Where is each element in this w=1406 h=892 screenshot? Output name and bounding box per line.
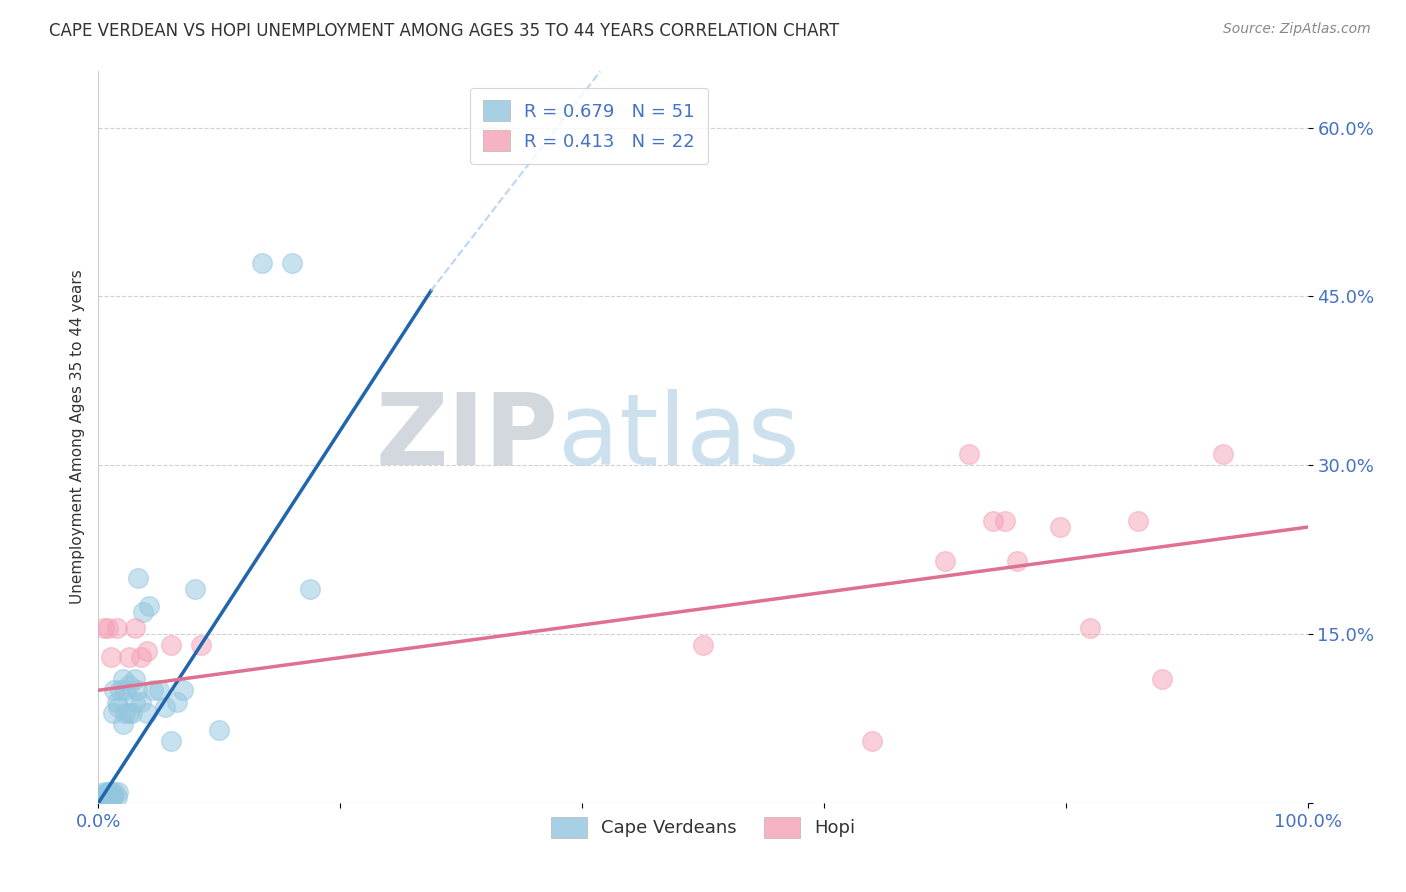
Point <box>129 694 152 708</box>
Point <box>93 796 115 810</box>
Point <box>107 784 129 798</box>
Point <box>97 621 120 635</box>
Point <box>127 571 149 585</box>
Point <box>160 638 183 652</box>
Point <box>97 796 120 810</box>
Point <box>281 255 304 269</box>
Point <box>118 678 141 692</box>
Point <box>93 796 115 810</box>
Point <box>108 683 131 698</box>
Point <box>114 706 136 720</box>
Point <box>100 796 122 810</box>
Point <box>98 793 121 807</box>
Point <box>132 605 155 619</box>
Point <box>1049 520 1071 534</box>
Point <box>994 515 1017 529</box>
Point <box>172 683 194 698</box>
Point <box>111 672 134 686</box>
Point <box>184 582 207 596</box>
Point <box>97 784 120 798</box>
Point <box>153 700 176 714</box>
Point <box>1128 515 1150 529</box>
Point <box>101 706 124 720</box>
Point <box>98 784 121 798</box>
Point <box>96 787 118 801</box>
Point <box>103 784 125 798</box>
Point <box>1007 554 1029 568</box>
Text: ZIP: ZIP <box>375 389 558 485</box>
Point <box>934 554 956 568</box>
Point <box>100 649 122 664</box>
Point <box>96 796 118 810</box>
Point <box>208 723 231 737</box>
Point <box>93 787 115 801</box>
Point <box>105 694 128 708</box>
Point <box>250 255 273 269</box>
Point <box>124 672 146 686</box>
Point <box>190 638 212 652</box>
Y-axis label: Unemployment Among Ages 35 to 44 years: Unemployment Among Ages 35 to 44 years <box>69 269 84 605</box>
Point <box>1152 672 1174 686</box>
Point <box>118 649 141 664</box>
Point <box>105 621 128 635</box>
Point <box>299 582 322 596</box>
Point <box>114 683 136 698</box>
Point <box>107 700 129 714</box>
Point <box>93 790 115 805</box>
Point <box>129 649 152 664</box>
Point <box>957 447 980 461</box>
Point <box>121 706 143 720</box>
Point <box>166 694 188 708</box>
Point <box>692 638 714 652</box>
Point <box>97 790 120 805</box>
Point <box>1212 447 1234 461</box>
Text: Source: ZipAtlas.com: Source: ZipAtlas.com <box>1223 22 1371 37</box>
Point <box>138 599 160 613</box>
Point <box>135 706 157 720</box>
Point <box>124 694 146 708</box>
Point <box>105 790 128 805</box>
Point <box>135 644 157 658</box>
Point <box>101 790 124 805</box>
Point <box>103 683 125 698</box>
Point <box>160 734 183 748</box>
Point <box>100 784 122 798</box>
Point <box>860 734 883 748</box>
Point <box>127 683 149 698</box>
Legend: Cape Verdeans, Hopi: Cape Verdeans, Hopi <box>543 810 863 845</box>
Point <box>148 683 170 698</box>
Point <box>111 717 134 731</box>
Text: atlas: atlas <box>558 389 800 485</box>
Point <box>118 706 141 720</box>
Text: CAPE VERDEAN VS HOPI UNEMPLOYMENT AMONG AGES 35 TO 44 YEARS CORRELATION CHART: CAPE VERDEAN VS HOPI UNEMPLOYMENT AMONG … <box>49 22 839 40</box>
Point <box>1078 621 1101 635</box>
Point <box>142 683 165 698</box>
Point <box>124 621 146 635</box>
Point <box>981 515 1004 529</box>
Point <box>93 796 115 810</box>
Point <box>93 784 115 798</box>
Point <box>96 790 118 805</box>
Point <box>93 621 115 635</box>
